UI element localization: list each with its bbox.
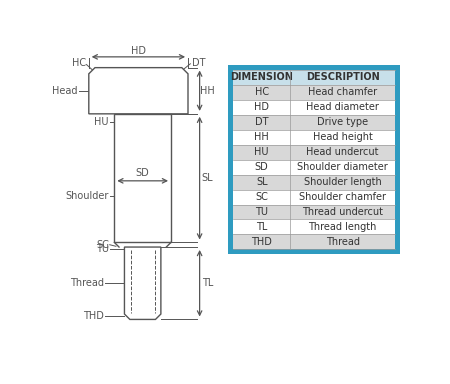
Text: Head undercut: Head undercut (306, 147, 379, 157)
Text: HU: HU (254, 147, 269, 157)
Text: HD: HD (131, 46, 146, 56)
Text: THD: THD (251, 237, 272, 247)
Text: TL: TL (256, 222, 267, 232)
Text: Thread: Thread (70, 278, 104, 288)
Text: DIMENSION: DIMENSION (230, 73, 293, 83)
Bar (233, 100, 395, 115)
Bar (233, 190, 395, 205)
Text: SC: SC (255, 192, 268, 202)
Text: Shoulder: Shoulder (66, 191, 109, 201)
Bar (233, 175, 395, 190)
Polygon shape (125, 247, 161, 319)
Bar (233, 220, 395, 234)
Text: SC: SC (96, 240, 109, 250)
Text: THD: THD (83, 311, 104, 321)
Bar (233, 70, 395, 85)
Bar (233, 234, 395, 249)
Text: HU: HU (94, 116, 109, 127)
Text: HC: HC (72, 58, 86, 68)
Text: SD: SD (136, 168, 149, 178)
Text: Shoulder chamfer: Shoulder chamfer (299, 192, 386, 202)
Text: Drive type: Drive type (317, 117, 368, 127)
Text: SD: SD (255, 162, 269, 172)
Bar (228, 65, 400, 254)
Text: DT: DT (255, 117, 269, 127)
Text: TU: TU (255, 207, 268, 217)
Bar (233, 205, 395, 220)
Text: Head height: Head height (313, 132, 373, 142)
Bar (233, 145, 395, 160)
Text: Shoulder length: Shoulder length (304, 177, 382, 187)
Text: Head: Head (53, 86, 78, 96)
Text: DT: DT (192, 58, 205, 68)
Text: SL: SL (256, 177, 267, 187)
Bar (233, 160, 395, 175)
Bar (233, 115, 395, 130)
Text: HD: HD (254, 102, 269, 113)
Text: Thread length: Thread length (309, 222, 377, 232)
Text: Shoulder diameter: Shoulder diameter (297, 162, 388, 172)
Bar (233, 130, 395, 145)
Text: Head diameter: Head diameter (306, 102, 379, 113)
Text: Head chamfer: Head chamfer (308, 88, 377, 98)
Text: SL: SL (202, 173, 213, 183)
Bar (114, 114, 171, 242)
Text: HC: HC (255, 88, 269, 98)
Bar (233, 70, 395, 249)
Text: TU: TU (96, 244, 109, 254)
Text: HH: HH (200, 86, 215, 96)
Text: TL: TL (202, 278, 213, 288)
Polygon shape (89, 68, 188, 114)
Text: Thread: Thread (326, 237, 360, 247)
Text: Thread undercut: Thread undercut (302, 207, 383, 217)
Text: HH: HH (254, 132, 269, 142)
Bar (233, 85, 395, 100)
Text: DESCRIPTION: DESCRIPTION (306, 73, 379, 83)
